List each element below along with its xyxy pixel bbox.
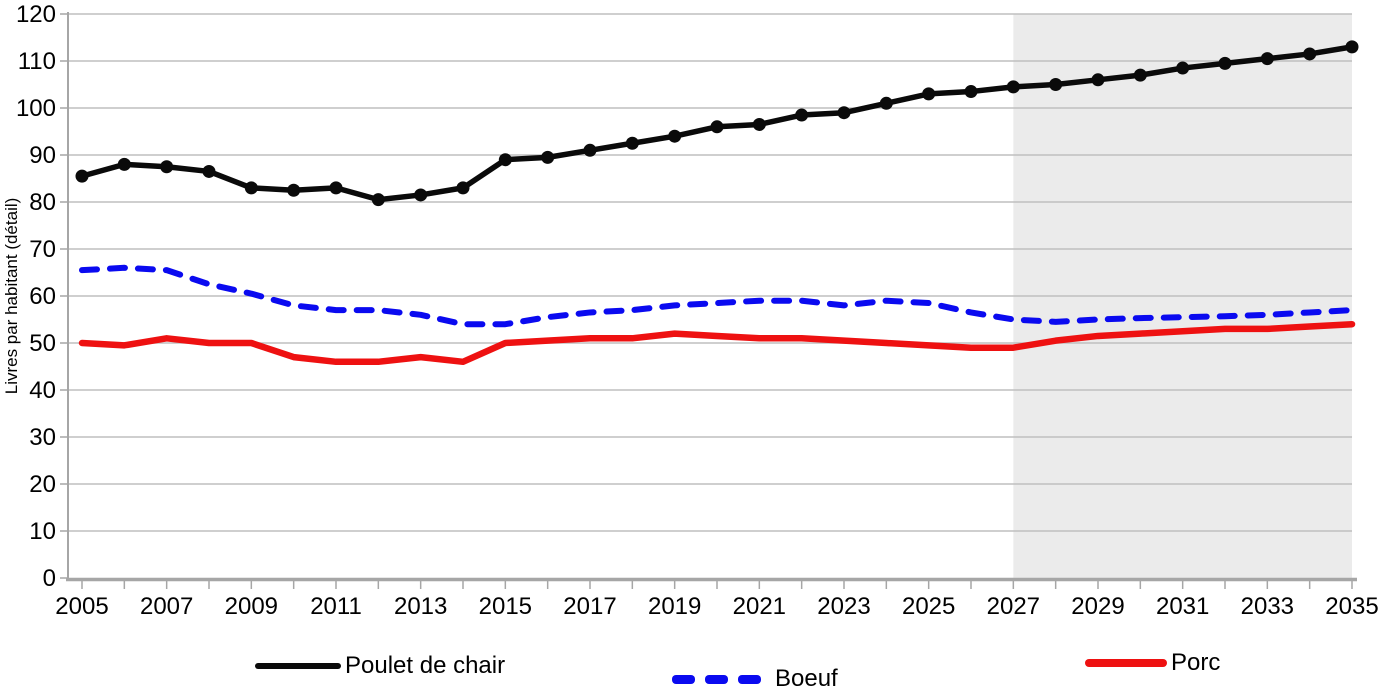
svg-text:2019: 2019 [648, 593, 701, 620]
svg-text:2015: 2015 [479, 593, 532, 620]
data-point-marker [1176, 61, 1190, 75]
series-poulet-de-chair [75, 40, 1359, 207]
data-point-marker [414, 188, 428, 202]
svg-text:60: 60 [29, 283, 56, 310]
svg-text:2007: 2007 [140, 593, 193, 620]
svg-text:50: 50 [29, 330, 56, 357]
data-point-marker [371, 193, 385, 207]
data-point-marker [1091, 73, 1105, 87]
svg-text:2025: 2025 [902, 593, 955, 620]
svg-text:80: 80 [29, 189, 56, 216]
svg-text:2017: 2017 [563, 593, 616, 620]
svg-text:2005: 2005 [55, 593, 108, 620]
data-point-marker [964, 85, 978, 99]
data-point-marker [879, 96, 893, 110]
svg-text:2027: 2027 [987, 593, 1040, 620]
data-point-marker [117, 157, 131, 171]
data-point-marker [1006, 80, 1020, 94]
data-point-marker [160, 160, 174, 174]
svg-text:2013: 2013 [394, 593, 447, 620]
svg-text:2023: 2023 [817, 593, 870, 620]
svg-text:2031: 2031 [1156, 593, 1209, 620]
data-point-marker [1218, 56, 1232, 70]
svg-text:40: 40 [29, 377, 56, 404]
svg-text:30: 30 [29, 424, 56, 451]
svg-text:70: 70 [29, 236, 56, 263]
svg-text:2011: 2011 [310, 593, 362, 620]
x-axis-labels: 2005 2007 2009 2011 2013 2015 2017 2019 2021 2023… [55, 593, 1378, 620]
data-point-marker [75, 169, 89, 183]
data-point-marker [1260, 52, 1274, 66]
svg-text:90: 90 [29, 142, 56, 169]
data-point-marker [456, 181, 470, 195]
data-point-marker [837, 106, 851, 120]
data-point-marker [625, 136, 639, 150]
data-point-marker [710, 120, 724, 134]
data-point-marker [1345, 40, 1359, 54]
data-point-marker [1133, 68, 1147, 82]
svg-text:2021: 2021 [733, 593, 786, 620]
data-point-marker [498, 153, 512, 167]
y-axis-title: Livres par habitant (détail) [2, 198, 21, 395]
data-point-marker [202, 164, 216, 178]
data-point-marker [795, 108, 809, 122]
series-porc [78, 320, 1356, 366]
svg-text:2033: 2033 [1241, 593, 1294, 620]
data-point-marker [1049, 78, 1063, 91]
grid-lines [68, 13, 1352, 532]
data-point-marker [583, 143, 597, 157]
series-boeuf [79, 264, 1355, 328]
data-point-marker [287, 183, 301, 197]
y-axis-labels: 0 10 20 30 40 50 60 70 80 90 100 110 120 [16, 1, 56, 592]
data-point-marker [922, 87, 936, 101]
svg-text:20: 20 [29, 471, 56, 498]
svg-text:10: 10 [29, 518, 56, 545]
data-point-marker [1303, 47, 1317, 61]
svg-text:2009: 2009 [225, 593, 278, 620]
svg-text:110: 110 [18, 48, 56, 75]
svg-text:0: 0 [43, 565, 56, 592]
data-point-marker [244, 181, 258, 195]
data-point-marker [541, 150, 555, 164]
svg-text:100: 100 [16, 95, 56, 122]
data-point-marker [668, 129, 682, 143]
svg-text:120: 120 [16, 1, 56, 28]
svg-text:2035: 2035 [1325, 593, 1378, 620]
axes [60, 12, 1357, 589]
data-point-marker [752, 117, 766, 131]
data-point-marker [329, 181, 343, 195]
svg-text:2029: 2029 [1071, 593, 1124, 620]
